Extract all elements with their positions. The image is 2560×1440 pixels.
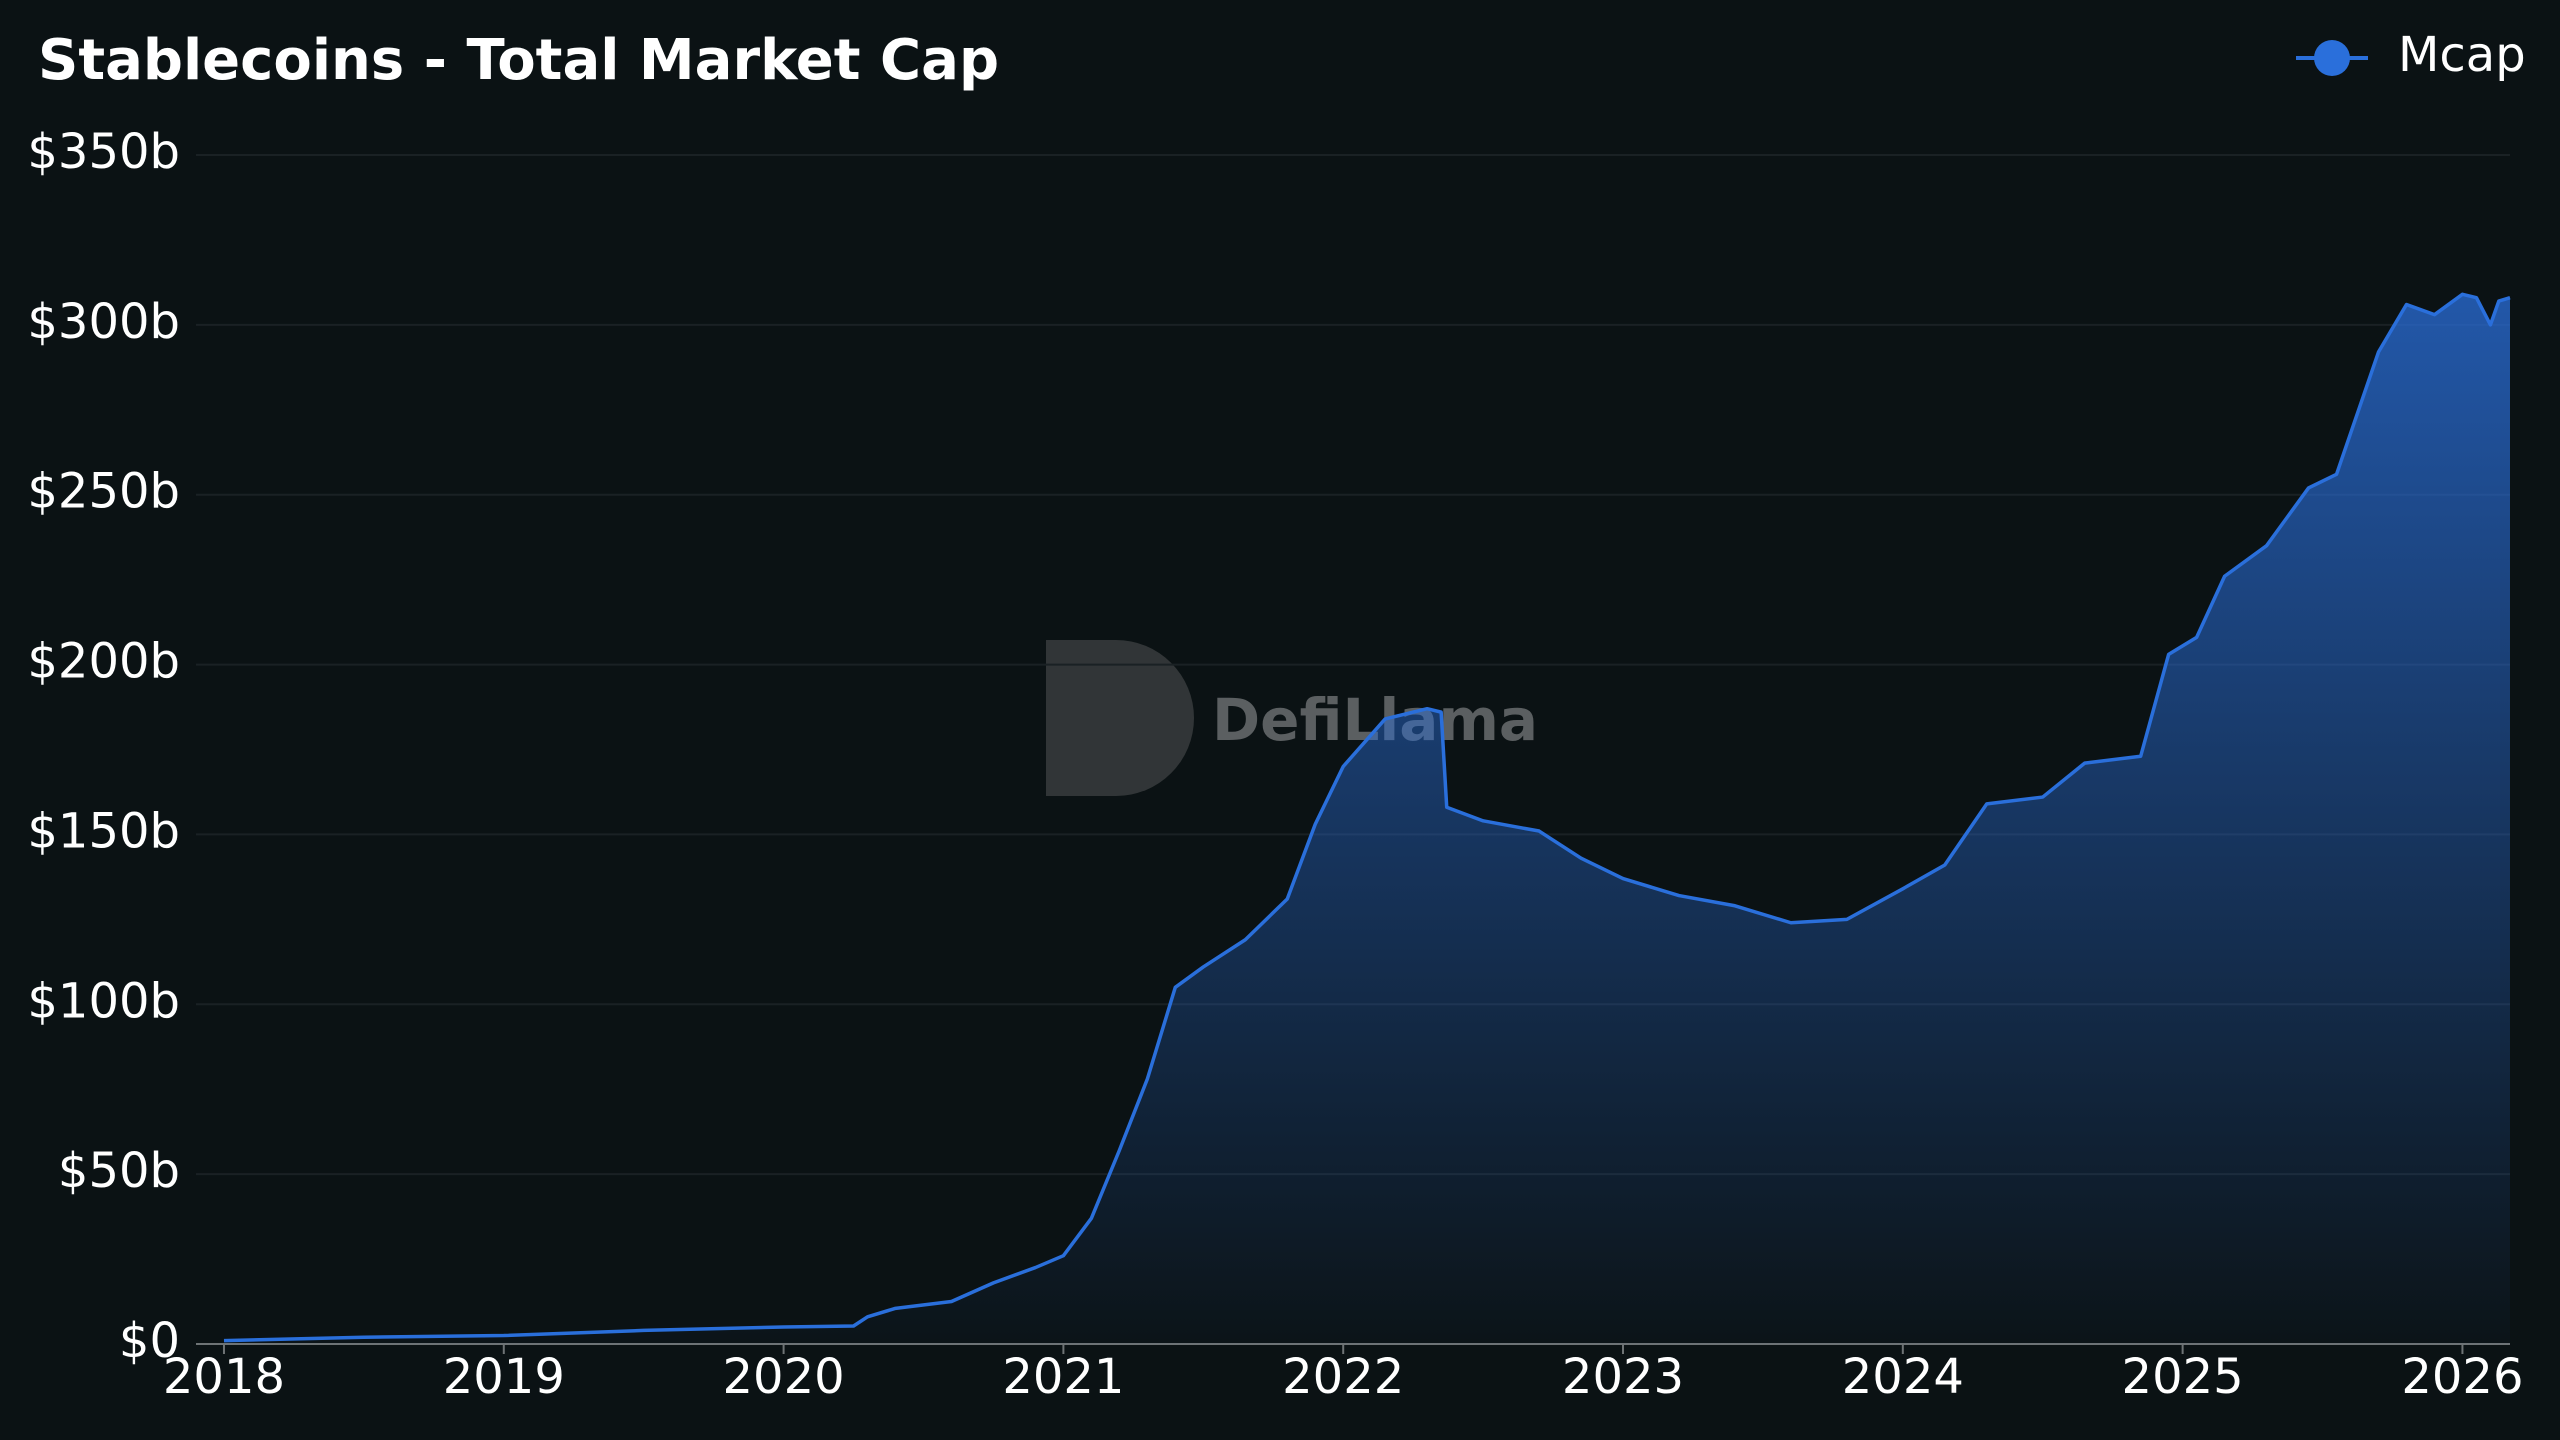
area — [223, 294, 2510, 1345]
legend-label: Mcap — [2398, 27, 2526, 83]
x-tick-label: 2023 — [1562, 1349, 1684, 1405]
y-tick-label: $200b — [27, 634, 180, 690]
x-tick-label: 2018 — [163, 1349, 285, 1405]
y-tick-label: $100b — [27, 973, 180, 1029]
line — [223, 292, 2511, 1343]
y-tick-label: $300b — [27, 294, 180, 350]
x-tick-label: 2020 — [723, 1349, 845, 1405]
x-tick-label: 2026 — [2401, 1349, 2523, 1405]
y-tick-label: $250b — [27, 464, 180, 520]
x-tick-label: 2025 — [2122, 1349, 2244, 1405]
legend: Mcap — [2296, 27, 2526, 83]
x-tick-label: 2022 — [1282, 1349, 1404, 1405]
y-tick-label: $150b — [27, 803, 180, 859]
watermark-logo — [1046, 640, 1194, 796]
x-tick-label: 2019 — [443, 1349, 565, 1405]
y-tick-label: $350b — [27, 124, 180, 180]
y-tick-label: $0 — [119, 1313, 180, 1369]
x-tick-label: 2024 — [1842, 1349, 1964, 1405]
chart-title: Stablecoins - Total Market Cap — [38, 28, 999, 93]
legend-marker — [2314, 40, 2350, 76]
x-tick-label: 2021 — [1002, 1349, 1124, 1405]
y-tick-label: $50b — [58, 1143, 180, 1199]
